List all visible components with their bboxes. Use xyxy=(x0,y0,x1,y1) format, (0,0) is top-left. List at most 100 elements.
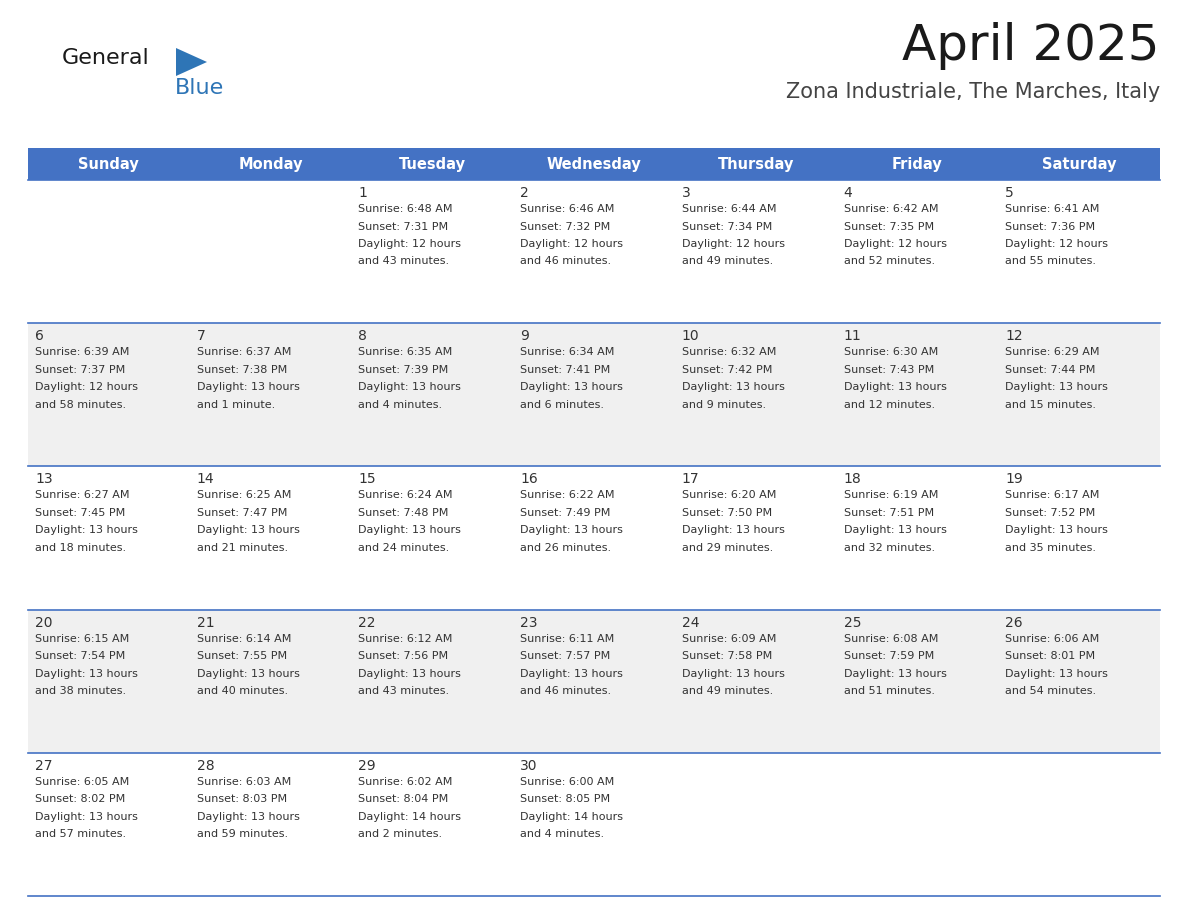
Text: Daylight: 13 hours: Daylight: 13 hours xyxy=(34,812,138,822)
Text: Sunset: 7:49 PM: Sunset: 7:49 PM xyxy=(520,508,611,518)
Text: Sunset: 8:01 PM: Sunset: 8:01 PM xyxy=(1005,651,1095,661)
Bar xyxy=(29,180,1159,323)
Text: 15: 15 xyxy=(359,473,377,487)
Text: 18: 18 xyxy=(843,473,861,487)
Text: Sunset: 8:05 PM: Sunset: 8:05 PM xyxy=(520,794,611,804)
Text: Daylight: 12 hours: Daylight: 12 hours xyxy=(682,239,785,249)
Text: Daylight: 13 hours: Daylight: 13 hours xyxy=(359,668,461,678)
Text: Sunset: 7:44 PM: Sunset: 7:44 PM xyxy=(1005,364,1095,375)
Text: Daylight: 13 hours: Daylight: 13 hours xyxy=(520,668,623,678)
Text: Daylight: 12 hours: Daylight: 12 hours xyxy=(359,239,461,249)
Text: and 40 minutes.: and 40 minutes. xyxy=(197,686,287,696)
Text: Daylight: 13 hours: Daylight: 13 hours xyxy=(34,525,138,535)
Text: Sunrise: 6:14 AM: Sunrise: 6:14 AM xyxy=(197,633,291,644)
Text: Sunrise: 6:06 AM: Sunrise: 6:06 AM xyxy=(1005,633,1100,644)
Text: Sunset: 7:47 PM: Sunset: 7:47 PM xyxy=(197,508,287,518)
Text: Wednesday: Wednesday xyxy=(546,156,642,172)
Text: Sunrise: 6:02 AM: Sunrise: 6:02 AM xyxy=(359,777,453,787)
Text: Sunset: 8:03 PM: Sunset: 8:03 PM xyxy=(197,794,286,804)
Text: 11: 11 xyxy=(843,330,861,343)
Text: Daylight: 13 hours: Daylight: 13 hours xyxy=(359,525,461,535)
Text: Sunrise: 6:00 AM: Sunrise: 6:00 AM xyxy=(520,777,614,787)
Text: 12: 12 xyxy=(1005,330,1023,343)
Text: and 15 minutes.: and 15 minutes. xyxy=(1005,399,1097,409)
Text: Friday: Friday xyxy=(892,156,943,172)
Text: and 58 minutes.: and 58 minutes. xyxy=(34,399,126,409)
Text: Sunrise: 6:12 AM: Sunrise: 6:12 AM xyxy=(359,633,453,644)
Text: 8: 8 xyxy=(359,330,367,343)
Text: Sunrise: 6:32 AM: Sunrise: 6:32 AM xyxy=(682,347,776,357)
Text: 9: 9 xyxy=(520,330,529,343)
Text: Daylight: 13 hours: Daylight: 13 hours xyxy=(843,525,947,535)
Text: Sunrise: 6:39 AM: Sunrise: 6:39 AM xyxy=(34,347,129,357)
Bar xyxy=(29,753,1159,896)
Text: 13: 13 xyxy=(34,473,52,487)
Text: and 9 minutes.: and 9 minutes. xyxy=(682,399,766,409)
Text: and 26 minutes.: and 26 minutes. xyxy=(520,543,612,553)
Text: and 35 minutes.: and 35 minutes. xyxy=(1005,543,1097,553)
Text: Sunrise: 6:20 AM: Sunrise: 6:20 AM xyxy=(682,490,776,500)
Text: General: General xyxy=(62,48,150,68)
Text: 28: 28 xyxy=(197,759,214,773)
Text: Daylight: 13 hours: Daylight: 13 hours xyxy=(843,668,947,678)
Text: Sunrise: 6:41 AM: Sunrise: 6:41 AM xyxy=(1005,204,1100,214)
Text: Sunset: 7:55 PM: Sunset: 7:55 PM xyxy=(197,651,286,661)
Text: Sunrise: 6:30 AM: Sunrise: 6:30 AM xyxy=(843,347,937,357)
Text: 5: 5 xyxy=(1005,186,1015,200)
Text: Sunrise: 6:46 AM: Sunrise: 6:46 AM xyxy=(520,204,614,214)
Text: Sunset: 7:58 PM: Sunset: 7:58 PM xyxy=(682,651,772,661)
Text: 27: 27 xyxy=(34,759,52,773)
Text: Sunset: 7:34 PM: Sunset: 7:34 PM xyxy=(682,221,772,231)
Text: Sunrise: 6:35 AM: Sunrise: 6:35 AM xyxy=(359,347,453,357)
Text: Sunset: 7:38 PM: Sunset: 7:38 PM xyxy=(197,364,287,375)
Text: Sunrise: 6:42 AM: Sunrise: 6:42 AM xyxy=(843,204,939,214)
Text: and 24 minutes.: and 24 minutes. xyxy=(359,543,450,553)
Text: 20: 20 xyxy=(34,616,52,630)
Text: Sunrise: 6:19 AM: Sunrise: 6:19 AM xyxy=(843,490,939,500)
Text: Daylight: 13 hours: Daylight: 13 hours xyxy=(197,668,299,678)
Text: and 18 minutes.: and 18 minutes. xyxy=(34,543,126,553)
Text: and 59 minutes.: and 59 minutes. xyxy=(197,829,287,839)
Text: April 2025: April 2025 xyxy=(903,22,1159,70)
Text: 17: 17 xyxy=(682,473,700,487)
Text: Sunset: 7:56 PM: Sunset: 7:56 PM xyxy=(359,651,449,661)
Text: Sunset: 7:59 PM: Sunset: 7:59 PM xyxy=(843,651,934,661)
Text: Sunset: 7:41 PM: Sunset: 7:41 PM xyxy=(520,364,611,375)
Text: Sunrise: 6:25 AM: Sunrise: 6:25 AM xyxy=(197,490,291,500)
Text: Daylight: 13 hours: Daylight: 13 hours xyxy=(1005,525,1108,535)
Text: Sunrise: 6:17 AM: Sunrise: 6:17 AM xyxy=(1005,490,1100,500)
Text: Sunset: 7:37 PM: Sunset: 7:37 PM xyxy=(34,364,125,375)
Text: and 55 minutes.: and 55 minutes. xyxy=(1005,256,1097,266)
Text: Sunrise: 6:29 AM: Sunrise: 6:29 AM xyxy=(1005,347,1100,357)
Text: Sunset: 7:35 PM: Sunset: 7:35 PM xyxy=(843,221,934,231)
Text: Sunset: 7:45 PM: Sunset: 7:45 PM xyxy=(34,508,125,518)
Text: Sunday: Sunday xyxy=(78,156,139,172)
Text: Sunset: 7:39 PM: Sunset: 7:39 PM xyxy=(359,364,449,375)
Text: Sunset: 7:31 PM: Sunset: 7:31 PM xyxy=(359,221,449,231)
Text: Daylight: 12 hours: Daylight: 12 hours xyxy=(1005,239,1108,249)
Text: Daylight: 13 hours: Daylight: 13 hours xyxy=(682,668,785,678)
Text: Daylight: 13 hours: Daylight: 13 hours xyxy=(197,812,299,822)
Text: Daylight: 12 hours: Daylight: 12 hours xyxy=(520,239,624,249)
Text: Sunset: 7:50 PM: Sunset: 7:50 PM xyxy=(682,508,772,518)
Text: Daylight: 13 hours: Daylight: 13 hours xyxy=(1005,382,1108,392)
Text: Daylight: 13 hours: Daylight: 13 hours xyxy=(682,525,785,535)
Text: Sunrise: 6:24 AM: Sunrise: 6:24 AM xyxy=(359,490,453,500)
Text: and 29 minutes.: and 29 minutes. xyxy=(682,543,773,553)
Text: Daylight: 13 hours: Daylight: 13 hours xyxy=(520,525,623,535)
Text: and 2 minutes.: and 2 minutes. xyxy=(359,829,443,839)
Bar xyxy=(29,323,1159,466)
Polygon shape xyxy=(176,48,207,76)
Text: 29: 29 xyxy=(359,759,377,773)
Text: and 4 minutes.: and 4 minutes. xyxy=(520,829,605,839)
Text: Sunset: 7:42 PM: Sunset: 7:42 PM xyxy=(682,364,772,375)
Text: Daylight: 12 hours: Daylight: 12 hours xyxy=(34,382,138,392)
Text: Daylight: 13 hours: Daylight: 13 hours xyxy=(197,525,299,535)
Text: Sunset: 7:36 PM: Sunset: 7:36 PM xyxy=(1005,221,1095,231)
Text: Sunset: 7:48 PM: Sunset: 7:48 PM xyxy=(359,508,449,518)
Text: and 32 minutes.: and 32 minutes. xyxy=(843,543,935,553)
Text: Sunrise: 6:11 AM: Sunrise: 6:11 AM xyxy=(520,633,614,644)
Text: 1: 1 xyxy=(359,186,367,200)
Text: 19: 19 xyxy=(1005,473,1023,487)
Text: 3: 3 xyxy=(682,186,690,200)
